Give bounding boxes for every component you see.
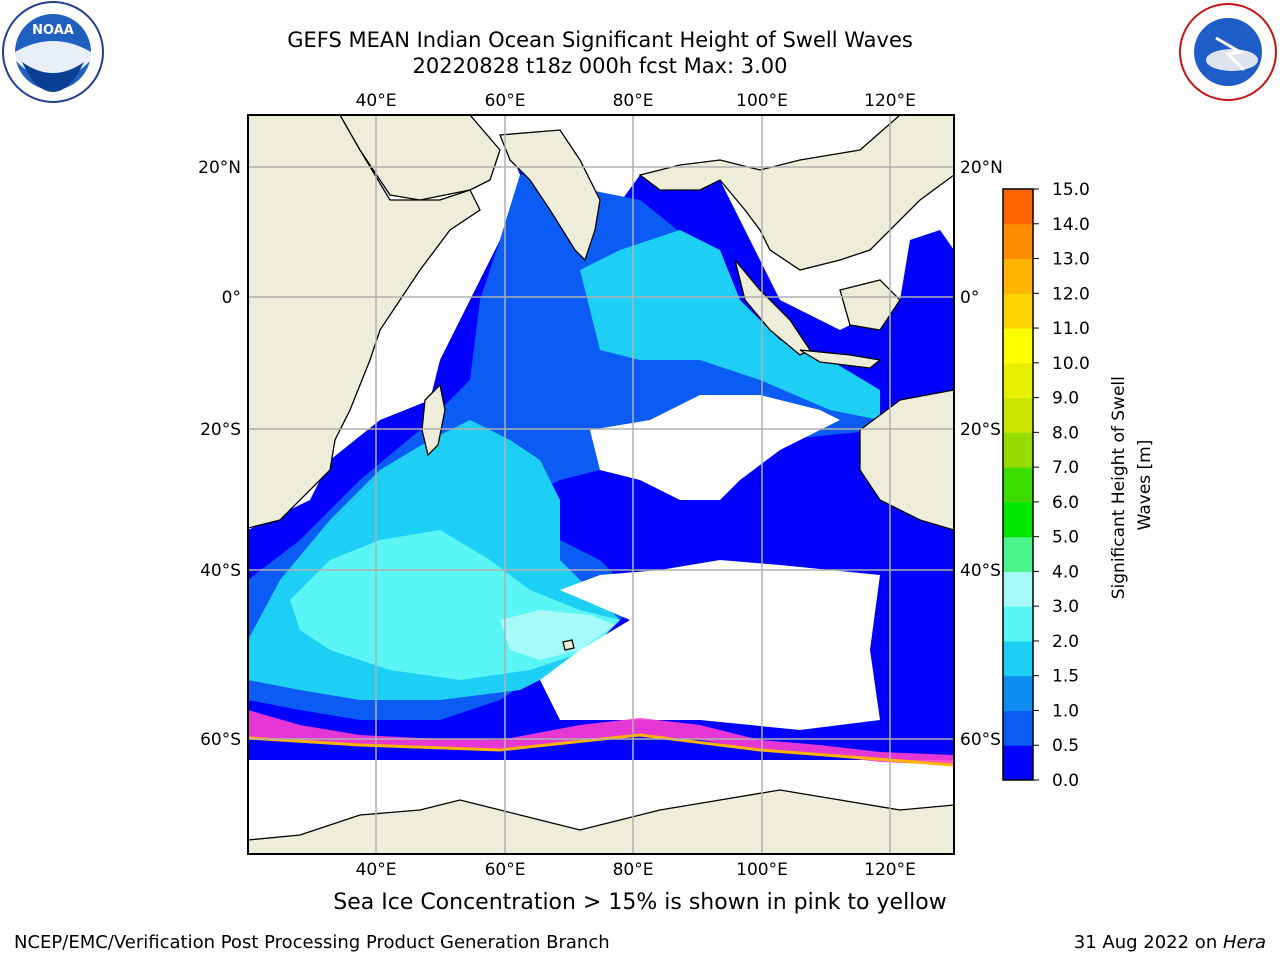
lon-tick-top: 100°E	[736, 91, 788, 111]
colorbar-swatch	[1003, 606, 1033, 642]
lon-tick-bottom: 120°E	[864, 860, 916, 880]
colorbar-swatch	[1003, 745, 1033, 781]
colorbar-label-line2: Waves [m]	[1135, 440, 1155, 531]
lon-ticks-top: 40°E 60°E 80°E 100°E 120°E	[356, 91, 916, 111]
colorbar-tick-label: 7.0	[1052, 458, 1079, 478]
graticule	[248, 115, 954, 854]
colorbar-swatch	[1003, 293, 1033, 329]
lon-tick-bottom: 100°E	[736, 860, 788, 880]
colorbar-tick-label: 4.0	[1052, 562, 1079, 582]
colorbar-tick-label: 2.0	[1052, 632, 1079, 652]
colorbar-swatch	[1003, 571, 1033, 607]
map-area	[248, 115, 954, 854]
nws-logo	[1179, 3, 1277, 101]
noaa-logo-text: NOAA	[32, 23, 74, 38]
lat-tick-left: 20°S	[200, 420, 241, 440]
land-india	[499, 129, 601, 262]
colorbar-swatch	[1003, 328, 1033, 364]
colorbar-tick-label: 12.0	[1052, 284, 1090, 304]
colorbar-swatch	[1003, 397, 1033, 433]
noaa-logo: NOAA	[2, 1, 104, 103]
colorbar-tick-label: 10.0	[1052, 354, 1090, 374]
colorbar-swatch	[1003, 710, 1033, 746]
chart-title: GEFS MEAN Indian Ocean Significant Heigh…	[287, 28, 913, 52]
colorbar-tick-label: 0.5	[1052, 736, 1079, 756]
map-frame	[247, 114, 955, 855]
lat-ticks-right: 20°N 0° 20°S 40°S 60°S	[960, 158, 1003, 750]
lon-tick-bottom: 40°E	[356, 860, 397, 880]
colorbar-swatch	[1003, 501, 1033, 538]
lat-tick-left: 60°S	[200, 730, 241, 750]
lon-tick-bottom: 80°E	[613, 860, 654, 880]
colorbar-swatch	[1003, 362, 1033, 399]
land-madagascar	[421, 383, 446, 457]
land-arabia-north	[339, 115, 501, 201]
colorbar-swatch	[1003, 258, 1033, 294]
chart-subtitle: 20220828 t18z 000h fcst Max: 3.00	[412, 54, 788, 78]
date-label: 31 Aug 2022 on	[1073, 932, 1223, 953]
colorbar-label: Significant Height of Swell Waves [m]	[1109, 371, 1155, 600]
lat-tick-right: 20°S	[960, 420, 1001, 440]
lon-tick-top: 120°E	[864, 91, 916, 111]
swell-field-1-0b	[580, 230, 880, 420]
colorbar-swatch	[1003, 467, 1033, 503]
lat-tick-right: 40°S	[960, 561, 1001, 581]
colorbar-tick-label: 0.0	[1052, 771, 1079, 791]
colorbar-label-line1: Significant Height of Swell	[1109, 376, 1129, 599]
credit-text: NCEP/EMC/Verification Post Processing Pr…	[14, 932, 610, 953]
colorbar-swatch	[1003, 536, 1033, 572]
land-kerguelen	[562, 639, 575, 651]
colorbar-tick-label: 8.0	[1052, 423, 1079, 443]
colorbar-swatch	[1003, 675, 1033, 711]
colorbar-tick-label: 13.0	[1052, 250, 1090, 270]
colorbar-tick-label: 3.0	[1052, 597, 1079, 617]
lat-tick-left: 40°S	[200, 561, 241, 581]
sea-ice-edge	[248, 733, 954, 767]
colorbar-swatch	[1003, 189, 1033, 225]
swell-field-2-0	[500, 610, 615, 660]
colorbar-tick-label: 1.0	[1052, 701, 1079, 721]
land-java	[799, 349, 882, 369]
lon-tick-top: 40°E	[356, 91, 397, 111]
lat-tick-left: 20°N	[198, 158, 241, 178]
calm-region	[590, 395, 840, 500]
lon-ticks-bottom: 40°E 60°E 80°E 100°E 120°E	[356, 860, 916, 880]
colorbar-swatch	[1003, 223, 1033, 260]
machine-name: Hera	[1222, 932, 1266, 953]
sea-ice-note: Sea Ice Concentration > 15% is shown in …	[333, 890, 947, 915]
lat-tick-right: 20°N	[960, 158, 1003, 178]
land	[248, 115, 954, 854]
calm-region-2	[540, 560, 880, 730]
land-australia	[859, 389, 954, 531]
colorbar-tick-label: 14.0	[1052, 215, 1090, 235]
lat-tick-right: 60°S	[960, 730, 1001, 750]
land-antarctica	[248, 789, 954, 854]
colorbar: 0.0 0.5 1.0 1.5 2.0 3.0 4.0 5.0 6.0 7.0 8.0 9.0 10.0…	[1002, 180, 1090, 791]
colorbar-tick-label: 15.0	[1052, 180, 1090, 200]
colorbar-tick-label: 9.0	[1052, 389, 1079, 409]
lat-tick-left: 0°	[222, 288, 241, 308]
date-text: 31 Aug 2022 on Hera	[1074, 932, 1266, 953]
lon-tick-top: 60°E	[485, 91, 526, 111]
lon-tick-bottom: 60°E	[485, 860, 526, 880]
colorbar-swatch	[1003, 640, 1033, 677]
land-arabia-africa	[248, 115, 481, 529]
colorbar-tick-label: 11.0	[1052, 319, 1090, 339]
lon-tick-top: 80°E	[613, 91, 654, 111]
lat-tick-right: 0°	[960, 288, 979, 308]
colorbar-swatch	[1003, 432, 1033, 468]
colorbar-frame	[1002, 188, 1034, 781]
colorbar-tick-label: 5.0	[1052, 528, 1079, 548]
lat-ticks-left: 20°N 0° 20°S 40°S 60°S	[198, 158, 241, 750]
colorbar-tick-label: 6.0	[1052, 493, 1079, 513]
colorbar-tick-label: 1.5	[1052, 667, 1079, 687]
